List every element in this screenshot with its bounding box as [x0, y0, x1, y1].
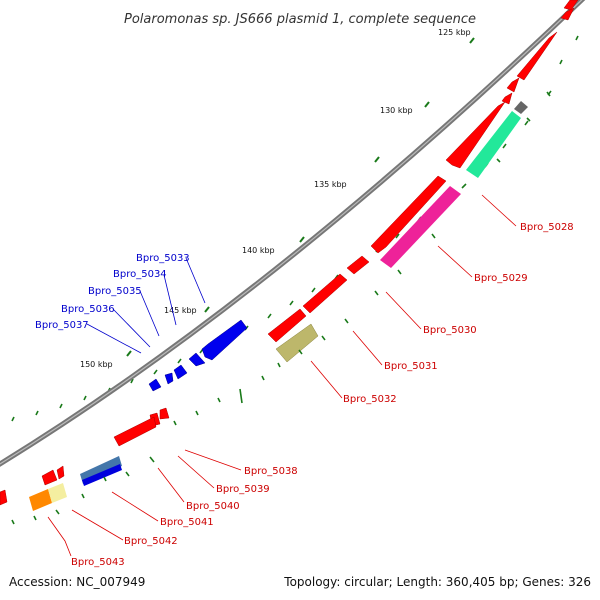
accession-label: Accession: NC_007949 — [9, 575, 145, 589]
label-bpro-5030: Bpro_5030 — [423, 325, 477, 336]
scale-label-130: 130 kbp — [380, 106, 413, 115]
label-bpro-5039: Bpro_5039 — [216, 484, 270, 495]
feature-orange — [29, 489, 52, 511]
inner-tick-ring — [11, 91, 551, 525]
label-bpro-5028: Bpro_5028 — [520, 222, 574, 233]
label-bpro-5035: Bpro_5035 — [88, 286, 142, 297]
scale-label-135: 135 kbp — [314, 180, 347, 189]
backbone-ring-highlight — [0, 0, 583, 465]
feature-blue-bar — [82, 464, 122, 486]
map-title: Polaromonas sp. JS666 plasmid 1, complet… — [124, 12, 476, 27]
gene-bpro-5043 — [56, 465, 65, 480]
gene-bpro-5034 — [188, 352, 206, 367]
feature-mint — [466, 111, 521, 178]
scale-label-145: 145 kbp — [164, 306, 197, 315]
reverse-genes — [148, 319, 248, 392]
label-bpro-5043: Bpro_5043 — [71, 557, 125, 568]
label-bpro-5042: Bpro_5042 — [124, 536, 178, 547]
label-bpro-5029: Bpro_5029 — [474, 273, 528, 284]
label-bpro-5031: Bpro_5031 — [384, 361, 438, 372]
forward-genes — [0, 0, 579, 506]
label-bpro-5036: Bpro_5036 — [61, 304, 115, 315]
outer-major-ticks — [126, 37, 475, 357]
gene-bpro-5033 — [201, 319, 248, 361]
feature-olive — [275, 323, 319, 363]
feature-magenta — [380, 186, 461, 268]
feature-grey — [514, 101, 528, 114]
callout-lines-forward — [47, 194, 517, 557]
gene-bpro-5037 — [148, 378, 162, 392]
callout-lines-reverse — [86, 257, 206, 354]
scale-label-125: 125 kbp — [438, 28, 471, 37]
label-bpro-5037: Bpro_5037 — [35, 320, 89, 331]
scale-label-140: 140 kbp — [242, 246, 275, 255]
gene-bpro-5042 — [41, 469, 58, 486]
summary-label: Topology: circular; Length: 360,405 bp; … — [283, 575, 591, 589]
scale-label-150: 150 kbp — [80, 360, 113, 369]
gene-bpro-5040 — [113, 416, 157, 447]
feature-cream — [48, 483, 67, 503]
gene-bpro-5035 — [173, 364, 188, 380]
label-bpro-5040: Bpro_5040 — [186, 501, 240, 512]
gene-bpro-5036 — [164, 372, 174, 385]
label-bpro-5033: Bpro_5033 — [136, 253, 190, 264]
label-bpro-5034: Bpro_5034 — [113, 269, 167, 280]
label-bpro-5041: Bpro_5041 — [160, 517, 214, 528]
backbone-ring — [0, 0, 586, 467]
gene-bpro-5038 — [159, 407, 170, 420]
label-bpro-5038: Bpro_5038 — [244, 466, 298, 477]
label-bpro-5032: Bpro_5032 — [343, 394, 397, 405]
